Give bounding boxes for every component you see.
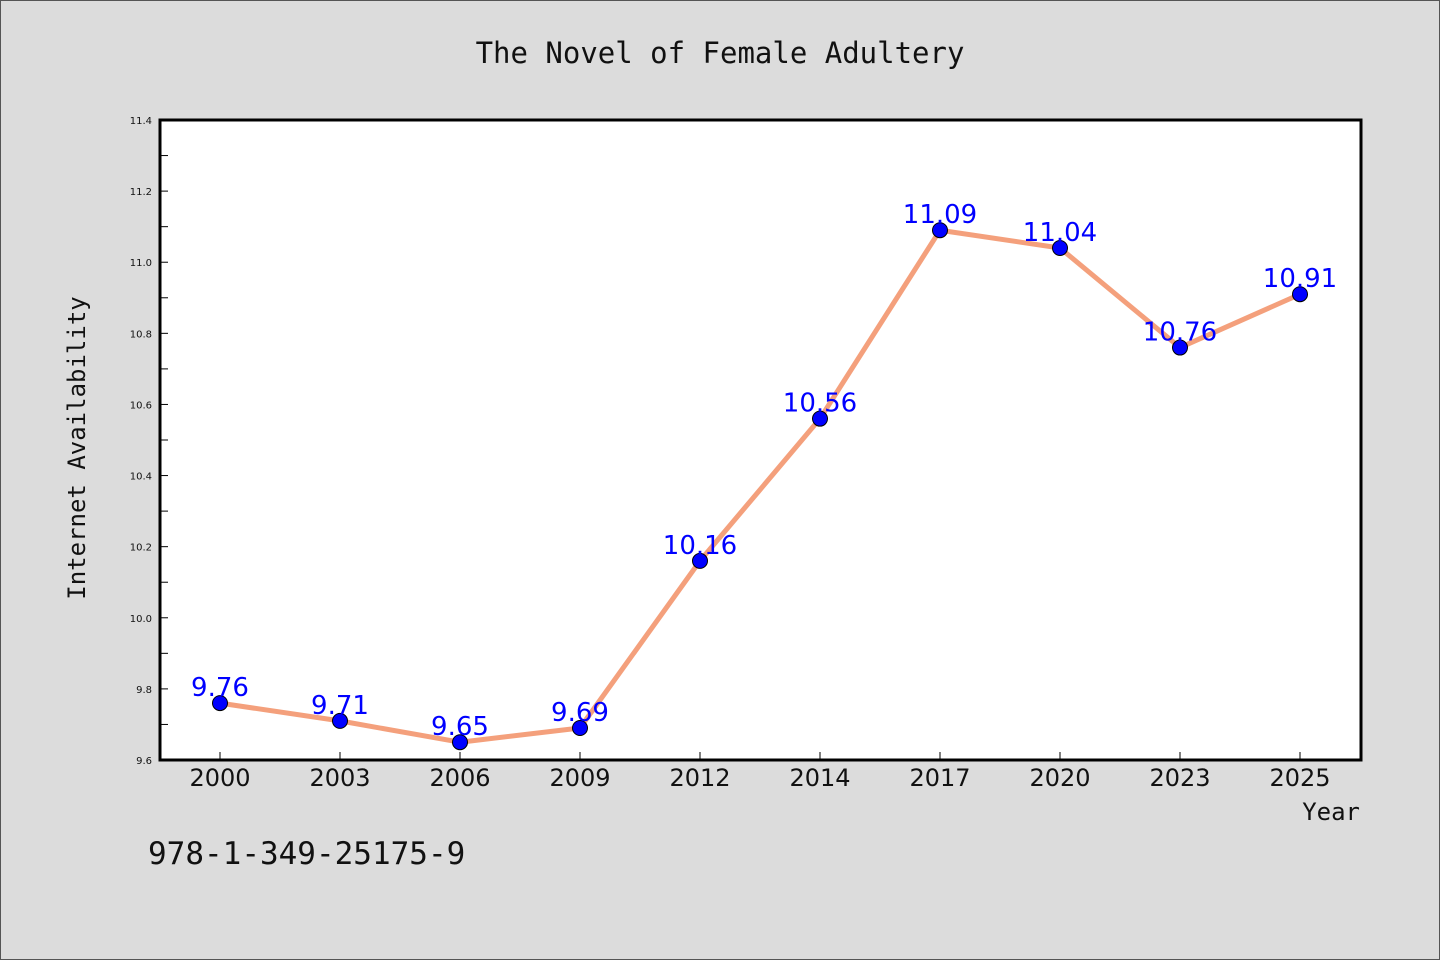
x-tick-label: 2025	[1269, 764, 1330, 792]
y-axis-label: Internet Availability	[63, 296, 91, 599]
data-point	[1172, 339, 1188, 356]
data-label: 9.65	[431, 712, 489, 742]
x-tick-label: 2014	[789, 764, 850, 792]
data-point	[572, 720, 588, 736]
data-label: 9.69	[551, 698, 609, 728]
x-tick-label: 2003	[309, 764, 370, 792]
data-label: 10.16	[663, 531, 737, 561]
y-axis: 9.6 9.8 10.0 10.2 10.4 10.6 10.8 11.0 11.2 11.4	[130, 116, 168, 767]
data-point	[332, 712, 348, 729]
chart-title: The Novel of Female Adultery	[476, 36, 965, 70]
data-label: 9.76	[191, 673, 249, 703]
data-point	[212, 695, 228, 712]
x-tick-label: 2020	[1029, 764, 1090, 792]
data-point	[692, 552, 708, 569]
data-label: 9.71	[311, 691, 369, 721]
y-tick-label: 10.2	[130, 543, 152, 554]
footer-code: 978-1-349-25175-9	[148, 836, 465, 872]
y-tick-label: 10.0	[130, 614, 152, 625]
data-label: 11.04	[1023, 218, 1097, 248]
y-tick-label: 10.6	[130, 400, 152, 411]
x-tick-label: 2012	[669, 764, 730, 792]
series-group: 9.76 9.71 9.65 9.69 10.16 10.56 11.09 11.04 10.7…	[191, 200, 1337, 751]
y-tick-label: 10.8	[130, 329, 152, 340]
data-label: 10.76	[1143, 318, 1217, 348]
x-tick-label: 2017	[909, 764, 970, 792]
x-tick-label: 2023	[1149, 764, 1210, 792]
data-label: 10.56	[783, 389, 857, 419]
data-point	[812, 410, 828, 427]
x-tick-label: 2009	[549, 764, 610, 792]
y-tick-label: 9.8	[136, 685, 152, 696]
y-tick-label: 11.0	[130, 258, 152, 269]
y-tick-label: 10.4	[130, 472, 152, 483]
x-tick-label: 2000	[189, 764, 250, 792]
series-line	[219, 227, 1302, 745]
data-point	[1052, 240, 1068, 256]
y-tick-label: 11.4	[130, 116, 152, 127]
y-tick-label: 9.6	[136, 756, 152, 767]
plot-area	[158, 118, 1363, 762]
x-axis: 2000 2003 2006 2009 2012 2014 2017 2020 2023 2025	[189, 752, 1331, 792]
data-point	[932, 222, 948, 239]
y-tick-label: 11.2	[130, 187, 152, 198]
x-axis-label: Year	[1302, 798, 1360, 826]
data-label: 11.09	[903, 200, 977, 230]
data-point	[452, 734, 468, 751]
data-label: 10.91	[1263, 264, 1337, 294]
x-tick-label: 2006	[429, 764, 490, 792]
data-point	[1292, 286, 1308, 303]
